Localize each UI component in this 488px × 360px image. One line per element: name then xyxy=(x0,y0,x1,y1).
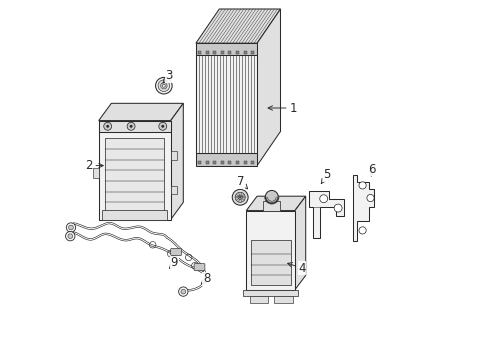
FancyBboxPatch shape xyxy=(170,248,181,256)
Bar xyxy=(205,50,208,54)
Circle shape xyxy=(181,289,185,294)
Bar xyxy=(250,239,290,285)
Polygon shape xyxy=(257,9,280,166)
Circle shape xyxy=(178,287,187,296)
Circle shape xyxy=(162,84,165,87)
Circle shape xyxy=(106,125,109,128)
Circle shape xyxy=(238,195,242,199)
Bar xyxy=(236,50,239,54)
Bar xyxy=(221,50,224,54)
Circle shape xyxy=(68,225,73,230)
Circle shape xyxy=(358,182,366,189)
Circle shape xyxy=(103,122,111,130)
Bar xyxy=(274,296,292,303)
Text: 5: 5 xyxy=(321,168,330,184)
Text: 3: 3 xyxy=(163,69,172,83)
Circle shape xyxy=(235,192,244,202)
Circle shape xyxy=(232,189,247,205)
Circle shape xyxy=(155,77,172,94)
Bar xyxy=(213,50,216,54)
Bar xyxy=(221,161,224,164)
Circle shape xyxy=(160,82,167,89)
Bar xyxy=(243,290,297,296)
Bar xyxy=(251,161,254,164)
Bar xyxy=(102,210,167,220)
Polygon shape xyxy=(309,191,343,238)
Circle shape xyxy=(158,80,169,91)
Bar xyxy=(243,50,246,54)
Bar xyxy=(93,168,99,178)
Bar xyxy=(249,296,268,303)
Polygon shape xyxy=(196,55,257,153)
Text: 2: 2 xyxy=(85,159,103,172)
Bar xyxy=(205,161,208,164)
Bar xyxy=(198,50,201,54)
Circle shape xyxy=(358,227,366,234)
Circle shape xyxy=(265,190,278,203)
Bar xyxy=(251,50,254,54)
Polygon shape xyxy=(196,9,280,43)
Circle shape xyxy=(68,234,72,239)
Polygon shape xyxy=(99,121,170,220)
Text: 8: 8 xyxy=(201,273,210,285)
Polygon shape xyxy=(246,211,294,290)
Circle shape xyxy=(129,125,132,128)
Bar xyxy=(236,161,239,164)
Bar xyxy=(170,151,177,159)
Bar xyxy=(105,139,164,213)
Bar xyxy=(170,186,177,194)
Text: 6: 6 xyxy=(368,163,375,176)
Bar xyxy=(213,161,216,164)
Polygon shape xyxy=(246,196,305,211)
Polygon shape xyxy=(294,196,305,290)
Text: 4: 4 xyxy=(287,262,305,275)
Polygon shape xyxy=(352,175,373,241)
Bar xyxy=(263,201,280,211)
Bar xyxy=(99,121,170,132)
Circle shape xyxy=(161,125,164,128)
Circle shape xyxy=(319,195,327,203)
Circle shape xyxy=(127,122,135,130)
Bar xyxy=(228,50,231,54)
Polygon shape xyxy=(170,103,183,220)
Circle shape xyxy=(66,223,76,232)
FancyBboxPatch shape xyxy=(194,264,204,271)
Polygon shape xyxy=(196,43,257,55)
Text: 1: 1 xyxy=(267,102,296,114)
Bar xyxy=(228,161,231,164)
Text: 7: 7 xyxy=(237,175,247,189)
Circle shape xyxy=(159,122,166,130)
Text: 9: 9 xyxy=(169,256,178,269)
Circle shape xyxy=(366,194,373,202)
Polygon shape xyxy=(196,153,257,166)
Bar xyxy=(243,161,246,164)
Circle shape xyxy=(65,231,75,241)
Circle shape xyxy=(333,204,342,212)
Bar xyxy=(198,161,201,164)
Polygon shape xyxy=(99,103,183,121)
